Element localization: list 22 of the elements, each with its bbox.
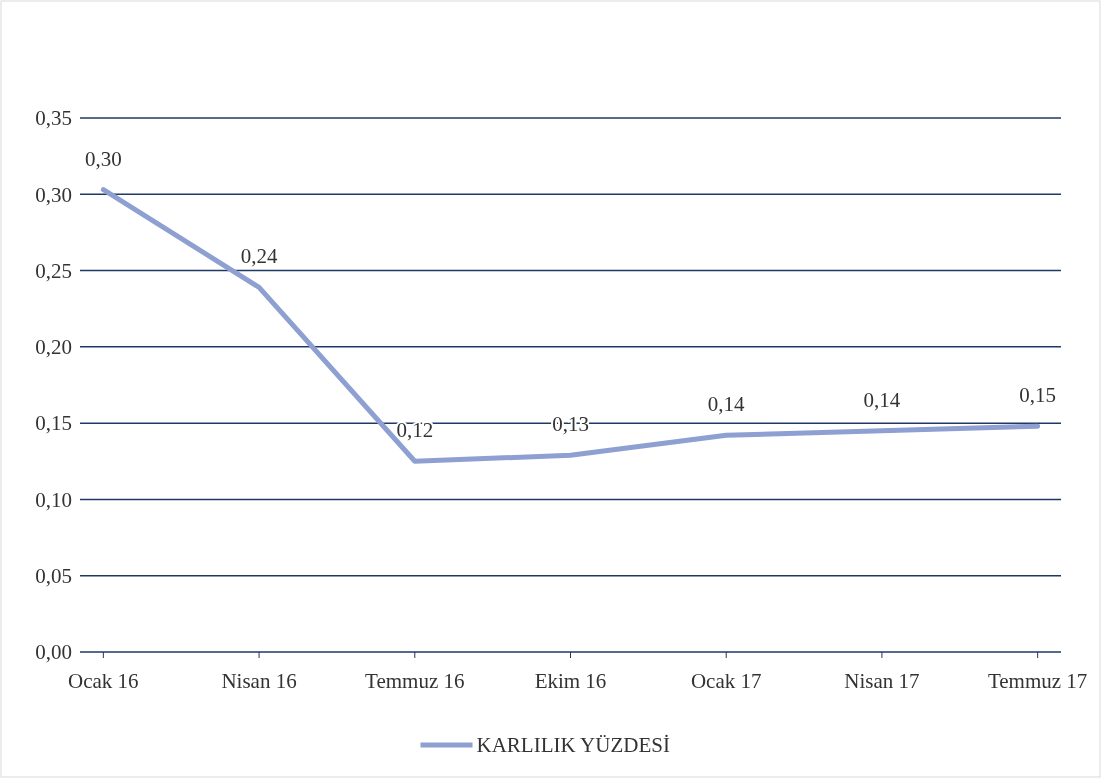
x-tick-label: Ekim 16 <box>534 669 607 693</box>
y-tick-label: 0,05 <box>35 564 72 589</box>
y-tick-label: 0,00 <box>35 640 72 665</box>
legend-label: KARLILIK YÜZDESİ <box>476 733 670 758</box>
data-label: 0,14 <box>707 392 746 417</box>
data-label: 0,12 <box>396 418 434 443</box>
data-label: 0,24 <box>240 244 278 269</box>
x-tick-label: Temmuz 16 <box>365 669 465 693</box>
data-label: 0,15 <box>1019 383 1057 408</box>
y-tick-label: 0,25 <box>35 258 72 283</box>
x-tick-label: Ocak 17 <box>690 669 762 693</box>
y-tick-label: 0,10 <box>35 487 72 512</box>
x-tick-label: Temmuz 17 <box>987 669 1088 693</box>
x-tick-label: Nisan 17 <box>844 669 920 693</box>
data-label: 0,14 <box>863 387 901 412</box>
x-tick-label: Nisan 16 <box>221 669 297 693</box>
data-label: 0,30 <box>84 146 122 171</box>
y-tick-label: 0,35 <box>35 106 72 131</box>
y-tick-label: 0,20 <box>35 335 72 360</box>
y-tick-label: 0,15 <box>35 411 72 436</box>
x-tick-label: Ocak 16 <box>68 669 139 693</box>
y-tick-label: 0,30 <box>35 182 72 207</box>
